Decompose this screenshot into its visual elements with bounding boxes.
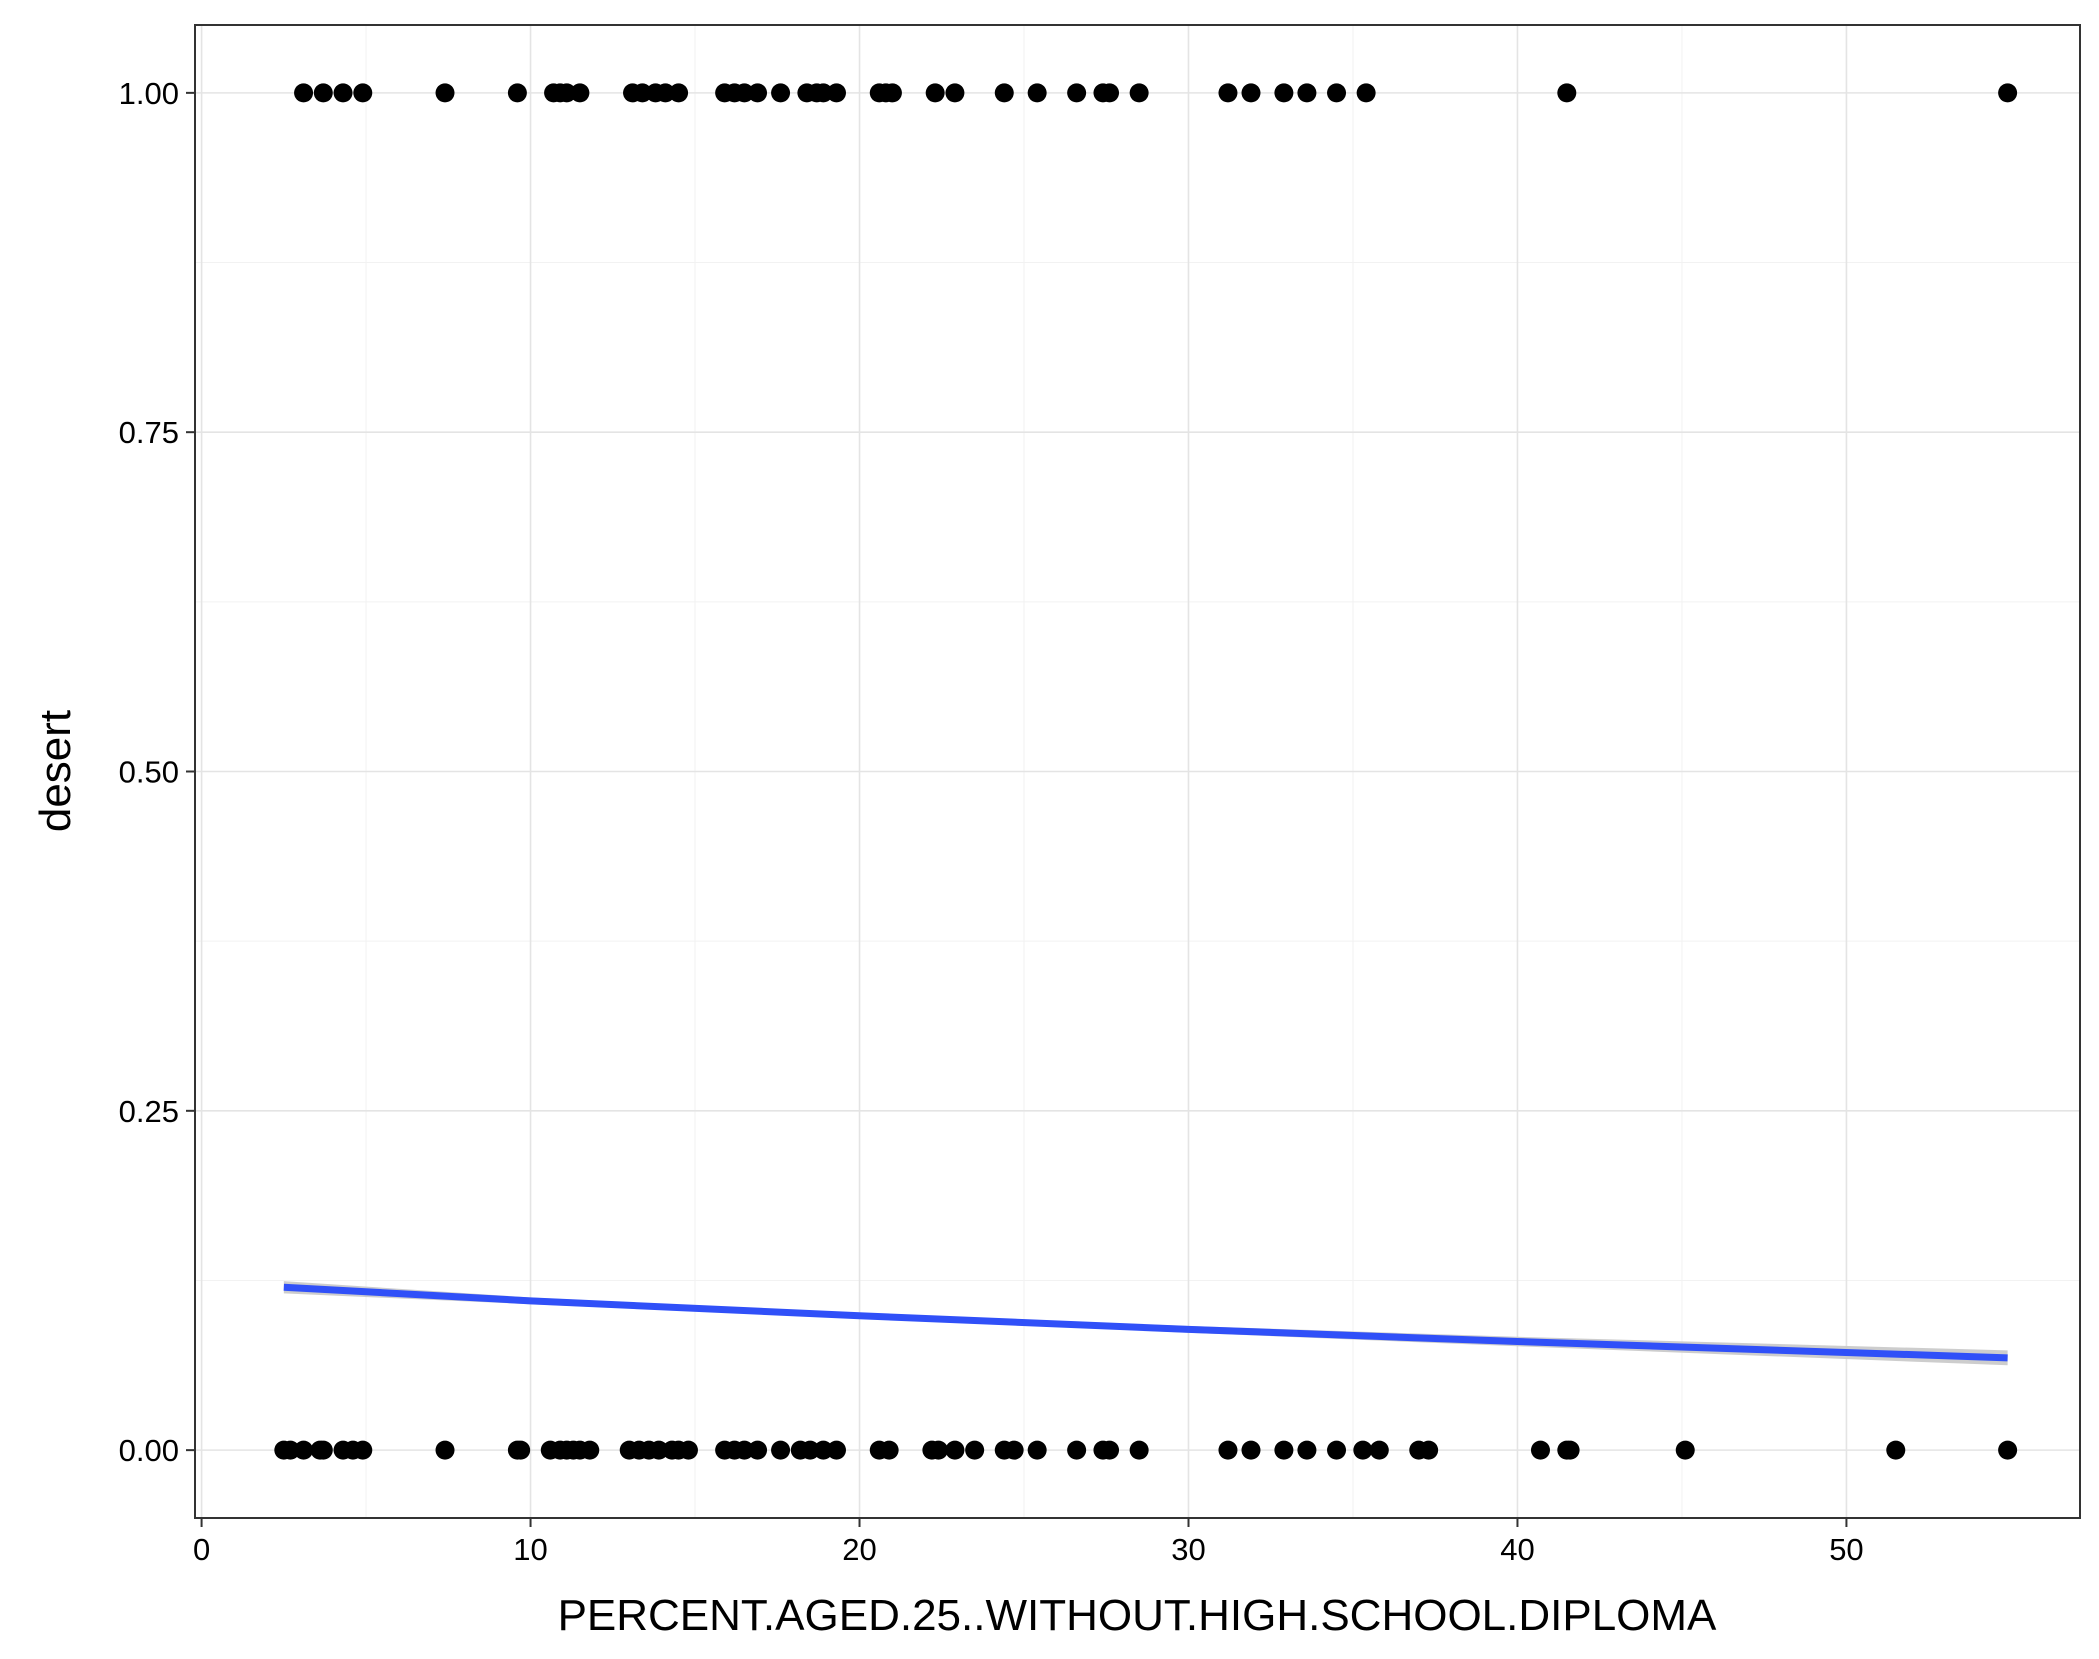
data-point [294,83,314,103]
data-point [1027,1440,1047,1460]
data-point [1241,1440,1261,1460]
data-point [879,1440,899,1460]
data-point [1218,83,1238,103]
x-tick-label: 0 [193,1532,210,1567]
data-point [734,1440,754,1460]
data-point [882,83,902,103]
data-point [1100,1440,1120,1460]
data-point [678,1440,698,1460]
x-tick-label: 50 [1829,1532,1863,1567]
y-axis-title: desert [31,710,80,832]
x-tick-label: 40 [1500,1532,1534,1567]
data-point [994,83,1014,103]
data-point [1998,1440,2018,1460]
data-point [771,83,791,103]
x-tick-label: 20 [842,1532,876,1567]
x-axis-ticks: 0 10 20 30 40 50 [193,1518,1864,1567]
data-point [1557,83,1577,103]
data-point [1004,1440,1024,1460]
y-axis-ticks: 0.00 0.25 0.50 0.75 1.00 [119,76,195,1468]
data-point [580,1440,600,1460]
data-point [1129,1440,1149,1460]
data-point [1067,83,1087,103]
data-point [1998,83,2018,103]
y-tick-label: 0.25 [119,1094,179,1129]
data-point [1297,83,1317,103]
data-point [925,83,945,103]
data-point [1274,83,1294,103]
data-point [771,1440,791,1460]
data-point [1419,1440,1439,1460]
data-point [655,83,675,103]
y-tick-label: 0.00 [119,1433,179,1468]
data-point [826,1440,846,1460]
data-point [632,83,652,103]
x-tick-label: 10 [513,1532,547,1567]
x-axis-title: PERCENT.AGED.25..WITHOUT.HIGH.SCHOOL.DIP… [558,1591,1717,1640]
data-point [313,1440,333,1460]
data-point [1560,1440,1580,1460]
y-tick-label: 1.00 [119,76,179,111]
data-point [333,83,353,103]
fit-line-path [283,1283,2008,1362]
data-point [1327,83,1347,103]
data-point [313,83,333,103]
data-point [1530,1440,1550,1460]
data-point [800,1440,820,1460]
data-point [734,83,754,103]
data-point [945,1440,965,1460]
data-point [1129,83,1149,103]
data-point [1027,83,1047,103]
data-point [1327,1440,1347,1460]
y-tick-label: 0.50 [119,755,179,790]
data-point [649,1440,669,1460]
data-point [945,83,965,103]
data-point [1100,83,1120,103]
data-point [748,1440,768,1460]
data-point [511,1440,531,1460]
y-tick-label: 0.75 [119,415,179,450]
data-point [669,83,689,103]
data-point [748,83,768,103]
data-point [1369,1440,1389,1460]
data-point [1356,83,1376,103]
data-point [294,1440,314,1460]
data-point [570,83,590,103]
data-points [274,83,2018,1460]
data-point [1218,1440,1238,1460]
data-point [435,1440,455,1460]
data-point [557,83,577,103]
data-point [928,1440,948,1460]
data-point [507,83,527,103]
data-point [1274,1440,1294,1460]
data-point [1297,1440,1317,1460]
data-point [813,83,833,103]
data-point [1241,83,1261,103]
data-point [353,1440,373,1460]
data-point [1353,1440,1373,1460]
data-point [1886,1440,1906,1460]
data-point [813,1440,833,1460]
data-point [435,83,455,103]
data-point [1675,1440,1695,1460]
data-point [280,1440,300,1460]
fit-line [283,1283,2008,1362]
data-point [826,83,846,103]
x-tick-label: 30 [1171,1532,1205,1567]
data-point [353,83,373,103]
data-point [965,1440,985,1460]
data-point [1067,1440,1087,1460]
